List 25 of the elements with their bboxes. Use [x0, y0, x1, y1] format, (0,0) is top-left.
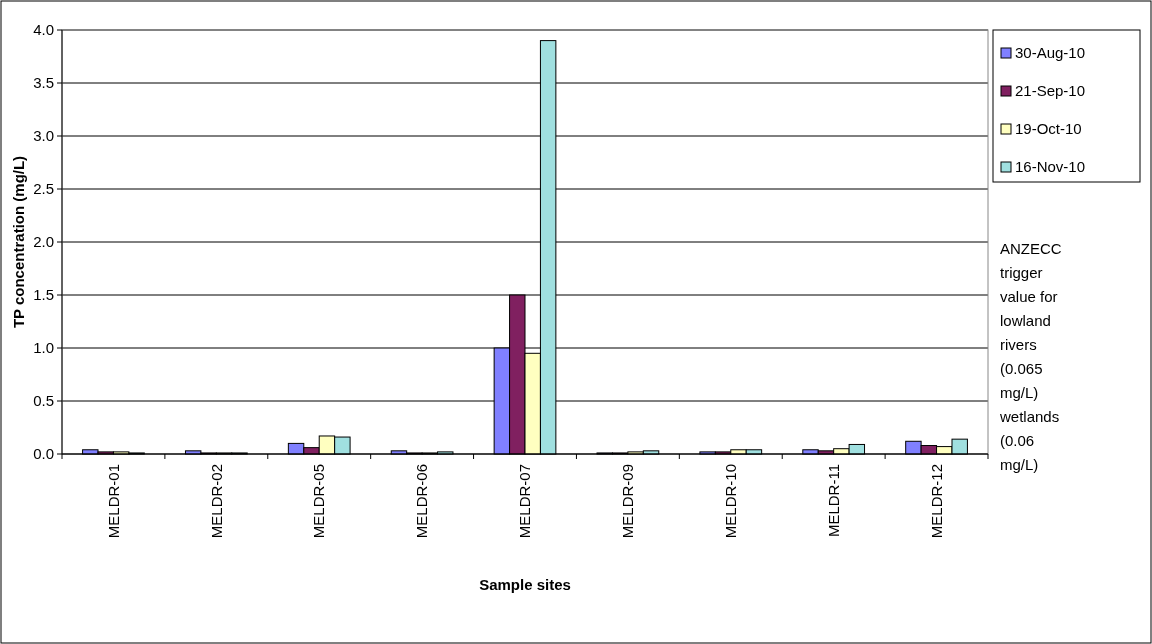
y-tick-label: 4.0 — [33, 21, 54, 39]
y-tick-label: 3.5 — [33, 74, 54, 92]
y-tick-label: 0.5 — [33, 392, 54, 410]
y-tick-label: 3.0 — [33, 127, 54, 145]
x-tick-label: MELDR-07 — [516, 464, 534, 539]
legend-label: 30-Aug-10 — [1015, 44, 1086, 62]
x-tick-label: MELDR-05 — [310, 464, 328, 539]
y-tick-label: 2.5 — [33, 180, 54, 198]
x-tick-label: MELDR-06 — [413, 464, 431, 539]
x-axis-title: Sample sites — [479, 576, 571, 593]
x-tick-label: MELDR-11 — [824, 464, 842, 538]
x-tick-label: MELDR-12 — [927, 464, 945, 539]
legend-label: 16-Nov-10 — [1015, 158, 1086, 176]
x-tick-label: MELDR-09 — [619, 464, 637, 539]
y-axis-title: TP concentration (mg/L) — [10, 155, 27, 329]
x-tick-label: MELDR-01 — [104, 464, 122, 539]
y-tick-label: 2.0 — [33, 233, 54, 251]
y-tick-label: 1.5 — [33, 286, 54, 304]
y-tick-label: 0.0 — [33, 445, 54, 463]
y-tick-label: 1.0 — [33, 339, 54, 357]
legend-label: 19-Oct-10 — [1015, 120, 1082, 138]
legend-label: 21-Sep-10 — [1015, 82, 1086, 100]
text: ANZECC trigger value for lowland rivers (0.065 mg/L) wetlands (0.06 mg/L) — [1000, 240, 1062, 473]
x-tick-label: MELDR-10 — [722, 464, 740, 539]
x-tick-label: MELDR-02 — [207, 464, 225, 539]
